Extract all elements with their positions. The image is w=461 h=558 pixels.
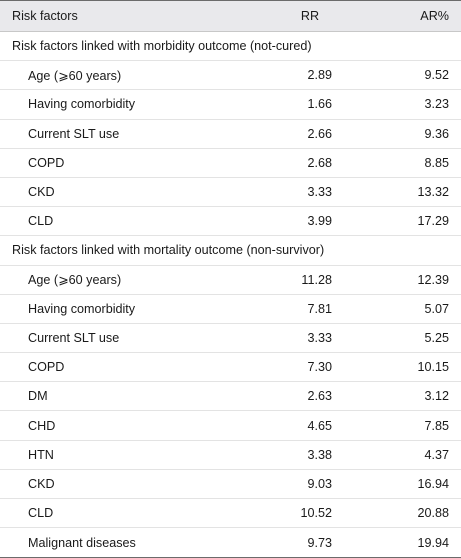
risk-factor-cell: CLD — [28, 506, 54, 521]
table-row: CHD 4.65 7.85 — [0, 411, 461, 441]
ar-cell: 10.15 — [417, 360, 449, 375]
risk-factor-cell: COPD — [28, 155, 65, 170]
risk-factor-cell: Current SLT use — [28, 126, 120, 141]
ar-cell: 19.94 — [417, 535, 449, 550]
ar-cell: 7.85 — [424, 418, 449, 433]
risk-factor-cell: CKD — [28, 185, 55, 200]
section-title: Risk factors linked with morbidity outco… — [0, 32, 461, 62]
table-row: Age (⩾60 years) 2.89 9.52 — [0, 61, 461, 91]
rr-cell: 7.81 — [307, 301, 332, 316]
risk-factor-cell: DM — [28, 389, 48, 404]
risk-factor-cell: Having comorbidity — [28, 301, 136, 316]
ar-cell: 13.32 — [417, 185, 449, 200]
table-row: CKD 3.33 13.32 — [0, 178, 461, 208]
risk-factor-cell: Having comorbidity — [28, 97, 136, 112]
risk-factor-cell: Age (⩾60 years) — [28, 273, 122, 288]
table-row: HTN 3.38 4.37 — [0, 441, 461, 470]
risk-factor-cell: CHD — [28, 418, 56, 433]
rr-cell: 2.68 — [307, 155, 332, 170]
ar-cell: 9.36 — [424, 126, 449, 141]
risk-factor-cell: Age (⩾60 years) — [28, 68, 122, 83]
table-row: COPD 2.68 8.85 — [0, 149, 461, 178]
header-rr: RR — [300, 9, 320, 23]
table-row: Age (⩾60 years) 11.28 12.39 — [0, 266, 461, 295]
ar-cell: 4.37 — [424, 447, 449, 462]
rr-cell: 3.33 — [307, 330, 332, 345]
table-body: Risk factors linked with morbidity outco… — [0, 32, 461, 557]
header-ar: AR% — [420, 9, 449, 23]
rr-cell: 11.28 — [301, 272, 332, 287]
rr-cell: 2.66 — [307, 126, 332, 141]
table-row: Having comorbidity 7.81 5.07 — [0, 295, 461, 324]
ar-cell: 5.25 — [424, 330, 449, 345]
table-row: DM 2.63 3.12 — [0, 382, 461, 412]
table-row: Malignant diseases 9.73 19.94 — [0, 528, 461, 557]
table-row: CLD 3.99 17.29 — [0, 207, 461, 237]
risk-factor-cell: COPD — [28, 360, 65, 375]
ar-cell: 3.23 — [424, 97, 449, 112]
table-row: COPD 7.30 10.15 — [0, 353, 461, 383]
ar-cell: 9.52 — [424, 68, 449, 83]
rr-cell: 1.66 — [307, 97, 332, 112]
risk-factor-cell: Malignant diseases — [28, 535, 136, 550]
ar-cell: 3.12 — [424, 389, 449, 404]
rr-cell: 3.33 — [307, 185, 332, 200]
risk-factor-cell: HTN — [28, 447, 54, 462]
table-row: CKD 9.03 16.94 — [0, 470, 461, 499]
table-row: CLD 10.52 20.88 — [0, 499, 461, 529]
rr-cell: 3.99 — [307, 214, 332, 229]
table-header: Risk factors RR AR% — [0, 1, 461, 32]
section-title: Risk factors linked with mortality outco… — [0, 236, 461, 266]
table-row: Having comorbidity 1.66 3.23 — [0, 90, 461, 120]
table-row: Current SLT use 3.33 5.25 — [0, 324, 461, 354]
rr-cell: 7.30 — [307, 360, 332, 375]
rr-cell: 4.65 — [307, 418, 332, 433]
ar-cell: 5.07 — [424, 301, 449, 316]
ar-cell: 12.39 — [417, 272, 449, 287]
ar-cell: 16.94 — [417, 476, 449, 491]
ar-cell: 17.29 — [417, 214, 449, 229]
rr-cell: 3.38 — [307, 447, 332, 462]
risk-factor-cell: Current SLT use — [28, 330, 120, 345]
risk-factor-cell: CLD — [28, 214, 54, 229]
rr-cell: 10.52 — [300, 506, 332, 521]
risk-factor-cell: CKD — [28, 476, 55, 491]
rr-cell: 2.89 — [307, 68, 332, 83]
rr-cell: 9.03 — [307, 476, 332, 491]
ar-cell: 20.88 — [417, 506, 449, 521]
table-row: Current SLT use 2.66 9.36 — [0, 120, 461, 149]
rr-cell: 2.63 — [307, 389, 332, 404]
rr-cell: 9.73 — [307, 535, 332, 550]
header-risk-factors: Risk factors — [12, 9, 78, 23]
ar-cell: 8.85 — [424, 155, 449, 170]
